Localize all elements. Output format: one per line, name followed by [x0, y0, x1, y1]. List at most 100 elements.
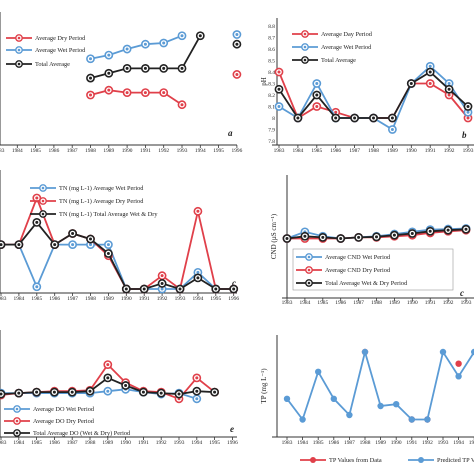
x-tick-label: 1988 [371, 300, 382, 306]
data-point-core [428, 70, 432, 74]
data-point-core [53, 243, 57, 247]
data-point-core [235, 72, 239, 76]
data-point-core [196, 209, 200, 213]
legend-swatch-core [17, 62, 21, 66]
legend-entry: Predicted TP Values Th [408, 457, 474, 464]
data-point-core [180, 66, 184, 70]
x-tick-label: 1993 [463, 148, 474, 154]
x-tick-label: 1990 [407, 300, 418, 306]
data-point-core [466, 105, 470, 108]
legend-entry: Total Average DO (Wet & Dry) Period [4, 429, 131, 437]
x-tick-label: 1996 [227, 440, 238, 446]
legend-entry: Average DO Dry Period [4, 417, 95, 425]
x-tick-label: 1992 [443, 300, 454, 306]
legend-entry: Average Dry Period [6, 34, 86, 42]
series-black [274, 67, 473, 123]
x-tick-label: 1994 [453, 440, 464, 446]
legend-label: TN (mg L-1) Average Wet Period [59, 185, 144, 192]
data-point-core [35, 220, 39, 224]
data-point-core [296, 116, 300, 120]
data-point [283, 395, 291, 402]
data-point-core [107, 71, 111, 75]
data-point-core [214, 287, 218, 291]
legend-label: Average Wet Period [35, 47, 86, 54]
x-tick-label: 1990 [121, 296, 132, 302]
data-point [330, 395, 337, 402]
series-line [1, 243, 234, 290]
data-point-core [447, 93, 451, 97]
x-tick-label: 1988 [368, 148, 379, 154]
data-point-core [125, 66, 129, 70]
data-point [361, 348, 369, 356]
x-tick-label: 1985 [30, 148, 41, 154]
data-point-core [390, 128, 394, 131]
data-point-core [0, 243, 3, 247]
data-point-core [143, 91, 147, 95]
legend-label: Total Average [35, 61, 70, 68]
x-tick-label: 1987 [349, 148, 360, 154]
data-point-core [143, 66, 147, 70]
x-tick-label: 1988 [360, 440, 371, 446]
x-tick-label: 1983 [274, 148, 285, 154]
data-point [455, 373, 462, 380]
legend-swatch-core [307, 281, 311, 285]
data-point-core [428, 64, 432, 68]
data-point-core [428, 229, 432, 233]
data-point-core [141, 390, 145, 394]
x-tick-label: 1989 [102, 440, 113, 446]
data-point [471, 348, 474, 356]
data-point-core [89, 76, 92, 80]
x-tick-label: 1985 [317, 300, 328, 306]
x-tick-label: 1989 [103, 296, 114, 302]
legend-swatch-marker [310, 457, 316, 463]
panel-letter: e [230, 424, 234, 434]
data-point-core [106, 376, 110, 380]
series-red [86, 70, 242, 110]
x-tick-label: 1987 [67, 148, 78, 154]
x-tick-label: 1985 [31, 296, 42, 302]
x-tick-label: 1983 [0, 148, 5, 154]
data-point-core [159, 391, 163, 395]
data-point [439, 348, 447, 356]
data-point-core [107, 53, 111, 57]
series-black [86, 31, 242, 83]
legend-entry: Total Average [292, 56, 356, 64]
legend-swatch-core [15, 419, 19, 423]
legend-entry: TN (mg L-1) Total Average Wet & Dry [30, 210, 158, 218]
data-point-core [315, 82, 319, 85]
x-tick-label: 1991 [140, 148, 151, 154]
data-point-core [315, 105, 319, 108]
y-tick-label: 8.5 [268, 59, 275, 65]
x-tick-label: 1984 [297, 440, 308, 446]
y-tick-label: 8.7 [268, 36, 275, 42]
data-point-core [70, 390, 74, 394]
x-tick-label: 1991 [138, 440, 149, 446]
panel-letter: c [460, 288, 464, 298]
y-tick-label: 7.9 [268, 128, 275, 134]
x-tick-label: 1993 [174, 440, 185, 446]
data-point-core [71, 243, 75, 247]
legend-entry: Average DO Wet Period [4, 405, 95, 413]
data-point-core [106, 389, 110, 393]
data-point-core [315, 93, 319, 97]
x-tick-label: 1984 [12, 148, 23, 154]
data-point-core [89, 93, 92, 97]
y-axis-label: CND (µS cm⁻¹) [270, 213, 278, 259]
data-point-core [277, 87, 281, 91]
x-tick-label: 1994 [191, 440, 202, 446]
y-tick-label: 7.8 [268, 139, 275, 145]
data-point-core [178, 287, 182, 291]
data-point-core [89, 243, 92, 247]
data-point-core [466, 116, 470, 120]
legend-swatch-core [17, 48, 21, 52]
legend-entry: Total Average Wet & Dry Period [296, 279, 408, 287]
y-tick-label: 8.2 [268, 93, 275, 99]
data-point-core [35, 390, 39, 394]
data-point-core [17, 243, 21, 247]
data-point [377, 402, 384, 410]
legend-swatch-core [41, 199, 45, 203]
x-tick-label: 1996 [232, 148, 243, 154]
x-tick-label: 1992 [157, 296, 168, 302]
data-point-core [277, 70, 281, 74]
x-tick-label: 1985 [31, 440, 42, 446]
